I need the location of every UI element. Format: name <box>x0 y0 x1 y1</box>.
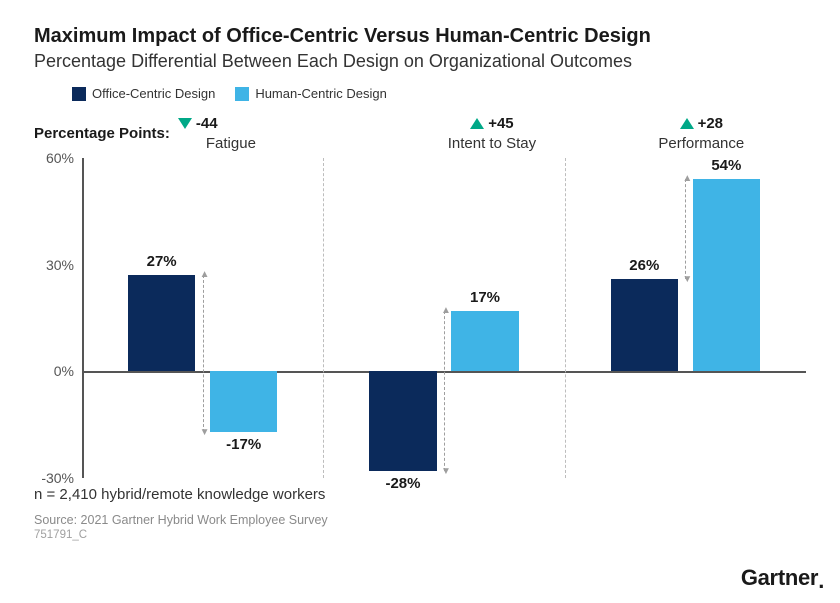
group-divider <box>565 158 566 478</box>
human-bar <box>210 371 278 431</box>
legend-swatch <box>235 87 249 101</box>
legend-label: Office-Centric Design <box>92 86 215 101</box>
bar-value-label: 26% <box>629 257 659 274</box>
triangle-up-icon <box>680 118 694 129</box>
y-axis-tick: 0% <box>34 363 74 379</box>
category-name: Performance <box>597 135 806 152</box>
office-bar <box>369 371 437 471</box>
y-axis-line <box>82 158 84 478</box>
chart-title: Maximum Impact of Office-Centric Versus … <box>34 24 806 49</box>
brand-text: Gartner <box>741 565 818 590</box>
percentage-points-row: Percentage Points: -44 Fatigue +45 Intent t… <box>34 115 806 152</box>
arrowhead-down-icon: ▼ <box>682 274 692 285</box>
arrowhead-up-icon: ▲ <box>682 173 692 184</box>
delta-value: -44 <box>178 115 218 132</box>
delta-text: +45 <box>488 115 513 132</box>
group-divider <box>323 158 324 478</box>
reference-code: 751791_C <box>34 529 806 541</box>
category-header: +45 Intent to Stay <box>387 115 596 152</box>
bar-value-label: 27% <box>147 253 177 270</box>
chart-subtitle: Percentage Differential Between Each Des… <box>34 51 806 72</box>
human-bar <box>693 179 761 371</box>
y-axis-tick: -30% <box>34 470 74 486</box>
bar-value-label: -17% <box>226 436 261 453</box>
source-line: Source: 2021 Gartner Hybrid Work Employe… <box>34 513 806 527</box>
delta-value: +28 <box>680 115 723 132</box>
percentage-points-label: Percentage Points: <box>34 125 170 142</box>
legend-label: Human-Centric Design <box>255 86 387 101</box>
arrowhead-down-icon: ▼ <box>441 466 451 477</box>
legend-item-human: Human-Centric Design <box>235 86 387 101</box>
bar-value-label: 17% <box>470 289 500 306</box>
category-header: -44 Fatigue <box>174 115 387 152</box>
arrowhead-up-icon: ▲ <box>441 305 451 316</box>
delta-text: +28 <box>698 115 723 132</box>
bar-value-label: 54% <box>711 157 741 174</box>
office-bar <box>128 275 196 371</box>
triangle-up-icon <box>470 118 484 129</box>
y-axis-tick: 60% <box>34 150 74 166</box>
delta-value: +45 <box>470 115 513 132</box>
difference-arrow: ▲▼ <box>203 275 204 431</box>
human-bar <box>451 311 519 371</box>
category-name: Intent to Stay <box>387 135 596 152</box>
brand-logo: Gartner. <box>741 565 824 591</box>
triangle-down-icon <box>178 118 192 129</box>
arrowhead-down-icon: ▼ <box>200 427 210 438</box>
difference-arrow: ▲▼ <box>685 179 686 279</box>
delta-text: -44 <box>196 115 218 132</box>
arrowhead-up-icon: ▲ <box>200 269 210 280</box>
legend-item-office: Office-Centric Design <box>72 86 215 101</box>
chart-legend: Office-Centric Design Human-Centric Desig… <box>72 86 806 101</box>
category-name: Fatigue <box>206 135 387 152</box>
office-bar <box>611 279 679 371</box>
brand-dot-icon: . <box>818 568 824 594</box>
difference-arrow: ▲▼ <box>444 311 445 471</box>
bar-chart: -30%0%30%60%27%-17%▲▼-28%17%▲▼26%54%▲▼ <box>34 158 806 478</box>
bar-value-label: -28% <box>385 475 420 492</box>
legend-swatch <box>72 87 86 101</box>
y-axis-tick: 30% <box>34 257 74 273</box>
category-header: +28 Performance <box>597 115 806 152</box>
chart-figure: Maximum Impact of Office-Centric Versus … <box>0 0 840 603</box>
